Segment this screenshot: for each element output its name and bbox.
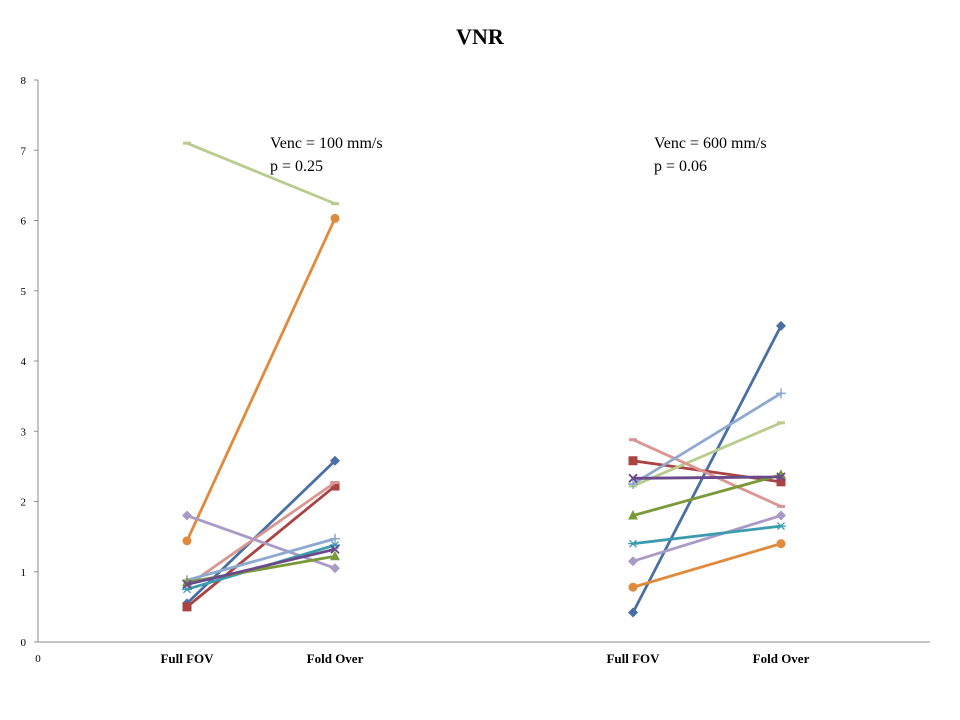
series-line [185,484,337,609]
series-4 [628,539,786,592]
series-6 [182,510,340,574]
data-point [182,510,192,521]
data-point [776,510,786,521]
data-point [330,544,340,554]
data-point [330,455,340,466]
annotation-text: Venc = 100 mm/s [270,135,383,152]
data-point [182,579,192,590]
data-point [628,556,638,567]
data-point [777,504,785,508]
data-point [330,481,340,491]
data-point [777,421,785,425]
series-10 [628,472,786,483]
data-point [330,533,340,544]
data-point [776,477,786,487]
data-point [330,213,340,223]
annotation-text: p = 0.25 [270,158,323,175]
data-point [628,456,638,466]
data-point [330,550,340,561]
data-point [776,539,786,549]
series-groups: Full FOV Fold Over Venc = 100 mm/s p = 0.25… [160,135,809,666]
series-line [185,216,337,543]
y-tick-label: 2 [21,497,27,509]
data-point [330,563,340,574]
data-point [628,478,638,489]
category-label: Full FOV [160,651,214,666]
y-tick-label: 3 [21,426,27,438]
series-line [631,542,783,589]
chart-title: VNR [456,24,505,49]
y-tick-label: 5 [21,286,27,298]
y-tick-label: 4 [21,356,27,368]
data-point [776,388,786,399]
series-8 [628,522,786,548]
series-line [185,547,337,586]
series-1 [628,320,786,618]
series-line [185,537,337,582]
series-line [631,438,783,508]
series-line [631,473,783,517]
y-ticks: 0 1 2 3 4 5 6 7 8 [21,75,38,649]
data-point [182,602,192,612]
data-point [628,510,638,520]
category-label: Fold Over [307,651,364,666]
data-point [331,202,339,206]
data-point [628,582,638,592]
data-point [183,141,191,145]
data-point [776,320,786,331]
category-label: Full FOV [606,651,660,666]
series-line [631,421,783,488]
data-point [776,472,786,482]
series-line [185,141,337,206]
series-4 [182,213,340,546]
series-6 [628,510,786,567]
data-point [331,481,339,485]
series-line [631,524,783,546]
data-point [628,607,638,618]
category-label: Fold Over [753,651,810,666]
series-1 [182,455,340,609]
y-tick-label: 6 [21,216,27,228]
annotation-text: p = 0.06 [654,158,707,175]
data-point [182,536,192,546]
data-point [628,539,638,548]
series-10 [182,544,340,590]
series-line [631,514,783,563]
y-tick-label: 7 [21,145,27,157]
annotation-text: Venc = 600 mm/s [654,135,767,152]
series-line [631,324,783,614]
y-tick-label: 8 [21,75,27,87]
series-line [631,475,783,480]
series-7 [628,388,786,489]
data-point [629,438,637,442]
series-line [631,391,783,486]
data-point [628,473,638,483]
series-2 [182,481,340,612]
series-5 [629,438,785,508]
series-line [185,481,337,588]
y-tick-label: 1 [21,567,27,579]
panel-group-1: Full FOV Fold Over Venc = 100 mm/s p = 0.25 [160,135,382,666]
y-tick-label: 0 [21,637,27,649]
panel-group-2: Full FOV Fold Over Venc = 600 mm/s p = 0.06 [606,135,809,666]
series-3 [183,141,339,206]
x-origin-label: 0 [35,653,41,665]
data-point [776,522,786,531]
